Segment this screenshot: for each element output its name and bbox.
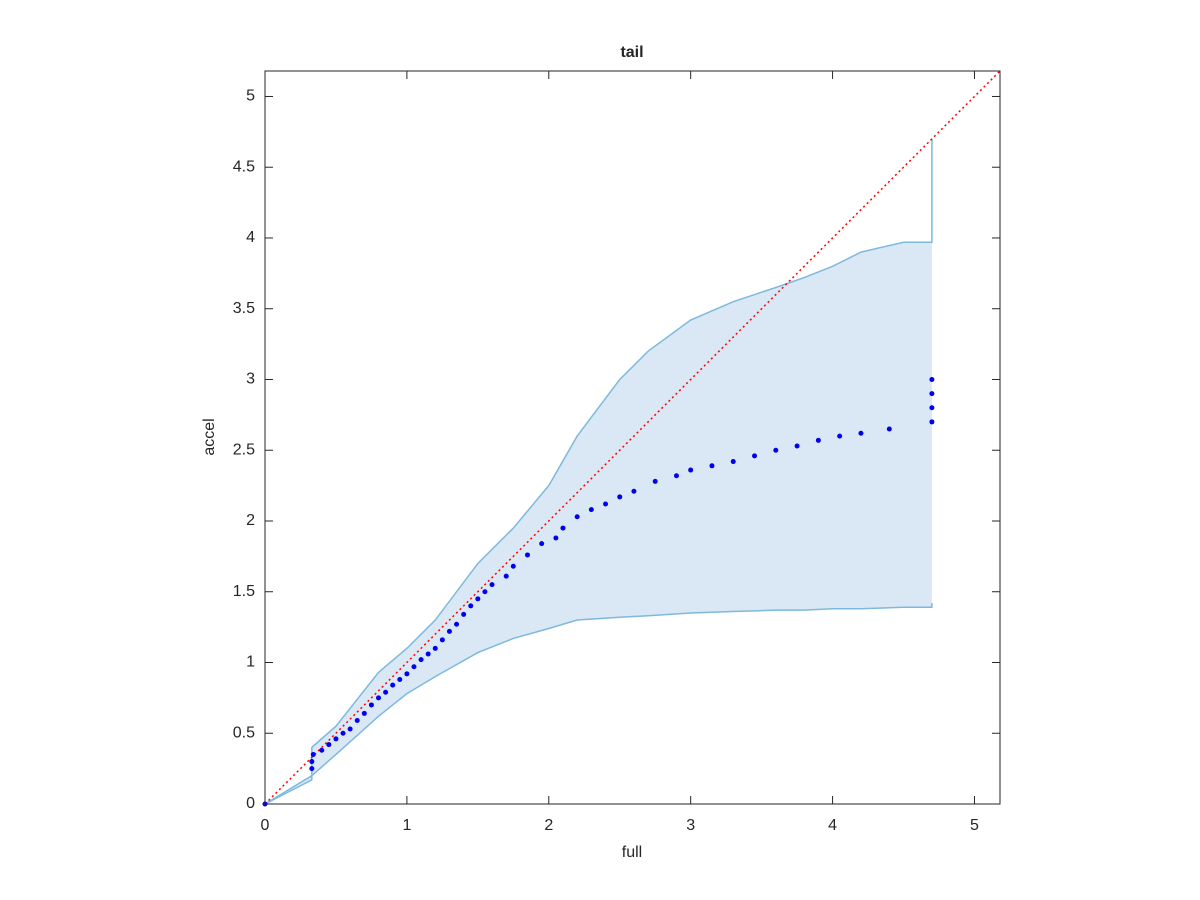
- data-point: [929, 376, 935, 382]
- data-point: [730, 459, 736, 465]
- data-point: [461, 611, 467, 617]
- x-tick-label: 5: [970, 817, 979, 834]
- data-point: [425, 651, 431, 657]
- data-point: [454, 621, 460, 627]
- x-axis-label: full: [622, 844, 642, 861]
- x-tick-label: 2: [544, 817, 553, 834]
- data-point: [773, 447, 779, 453]
- data-point: [468, 603, 474, 609]
- data-point: [411, 664, 417, 670]
- data-point: [631, 488, 637, 494]
- data-point: [361, 710, 367, 716]
- x-tick-label: 1: [402, 817, 411, 834]
- data-point: [390, 682, 396, 688]
- y-tick-label: 2: [246, 512, 255, 529]
- data-point: [326, 742, 332, 748]
- data-point: [709, 463, 715, 469]
- x-tick-label: 4: [828, 817, 837, 834]
- data-point: [383, 689, 389, 695]
- y-axis-label: accel: [201, 418, 218, 455]
- data-point: [368, 702, 374, 708]
- data-point: [309, 759, 315, 765]
- reference-line: [264, 70, 1001, 805]
- data-point: [439, 637, 445, 643]
- y-tick-label: 3.5: [233, 300, 255, 317]
- y-tick-label: 0: [246, 795, 255, 812]
- data-point: [929, 419, 935, 425]
- y-tick-label: 5: [246, 88, 255, 105]
- y-tick-label: 0.5: [233, 724, 255, 741]
- data-point: [354, 718, 360, 724]
- data-point: [319, 747, 325, 753]
- data-point: [482, 589, 488, 595]
- band-lower: [264, 603, 933, 805]
- data-point: [418, 657, 424, 663]
- data-point: [503, 573, 509, 579]
- chart-title: tail: [620, 44, 643, 61]
- data-point: [574, 514, 580, 520]
- band-upper: [264, 138, 933, 805]
- data-point: [815, 437, 821, 443]
- data-point: [837, 433, 843, 439]
- y-tick-label: 4: [246, 229, 255, 246]
- data-point: [560, 525, 566, 531]
- data-point: [310, 751, 316, 757]
- data-point: [489, 582, 495, 588]
- data-point: [886, 426, 892, 432]
- data-point: [333, 736, 339, 742]
- data-point: [794, 443, 800, 449]
- axes-box: [264, 70, 1001, 805]
- data-point: [539, 541, 545, 547]
- data-point: [432, 645, 438, 651]
- data-point: [397, 676, 403, 682]
- y-tick-label: 3: [246, 371, 255, 388]
- data-point: [446, 628, 452, 634]
- data-point: [347, 726, 353, 732]
- x-tick-label: 3: [686, 817, 695, 834]
- data-point: [309, 766, 315, 772]
- y-tick-label: 2.5: [233, 441, 255, 458]
- data-point: [340, 730, 346, 736]
- data-point: [752, 453, 758, 459]
- data-point: [588, 507, 594, 513]
- x-tick-label: 0: [261, 817, 270, 834]
- data-point: [929, 405, 935, 411]
- data-point: [617, 494, 623, 500]
- data-point: [525, 552, 530, 558]
- y-tick-label: 4.5: [233, 158, 255, 175]
- y-tick-label: 1: [246, 654, 255, 671]
- data-point: [475, 596, 481, 602]
- data-point: [929, 391, 935, 397]
- data-point: [510, 563, 516, 569]
- data-point: [553, 535, 559, 541]
- data-point: [858, 430, 864, 436]
- data-point: [404, 671, 410, 677]
- data-point: [673, 473, 679, 479]
- data-point: [376, 695, 382, 701]
- y-tick-label: 1.5: [233, 583, 255, 600]
- data-point: [603, 501, 609, 507]
- data-point: [688, 467, 694, 473]
- data-point: [652, 478, 658, 484]
